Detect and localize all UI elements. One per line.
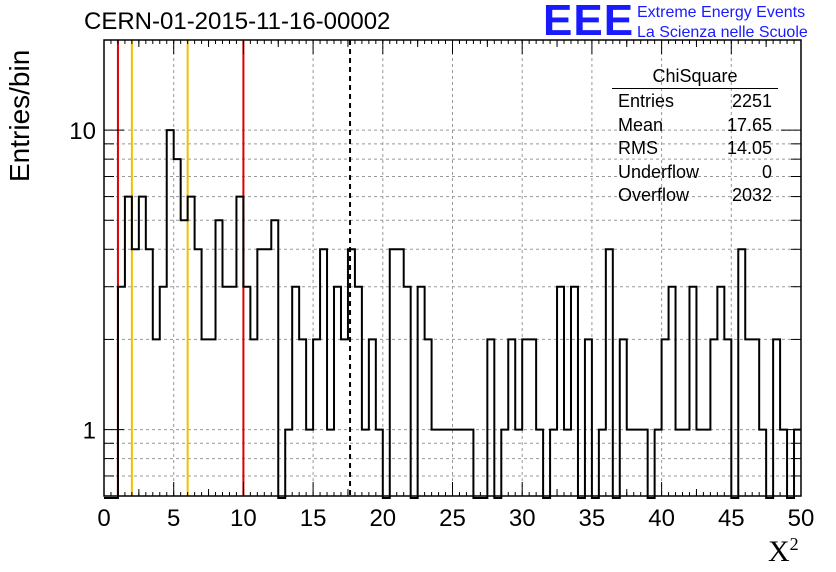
stats-label: Entries	[618, 91, 675, 111]
stats-value: 0	[761, 161, 772, 182]
x-tick-label: 30	[509, 505, 536, 532]
stats-label: Overflow	[618, 185, 690, 205]
x-tick-label: 25	[439, 505, 466, 532]
axis-tick-labels: 0 5 10 15 20 25 30 35 40 45 50 1 10	[69, 118, 814, 532]
x-tick-label: 50	[788, 505, 815, 532]
x-tick-label: 35	[579, 505, 606, 532]
x-tick-label: 45	[718, 505, 745, 532]
statistics-box: ChiSquare Entries 2251 Mean 17.65 RMS 14.05…	[612, 66, 778, 209]
stats-title: ChiSquare	[612, 66, 778, 89]
chart-title: CERN-01-2015-11-16-00002	[84, 8, 391, 35]
stats-row-mean: Mean 17.65	[612, 115, 778, 139]
x-axis-label: X2	[768, 534, 799, 569]
x-tick-label: 5	[167, 505, 180, 532]
stats-value: 2032	[731, 185, 772, 205]
stats-row-overflow: Overflow 2032	[612, 185, 778, 209]
y-tick-label: 10	[69, 118, 96, 145]
x-tick-label: 15	[300, 505, 327, 532]
stats-label: Underflow	[618, 161, 700, 182]
x-tick-label: 10	[230, 505, 257, 532]
stats-value: 17.65	[726, 114, 772, 135]
y-axis-label: Entries/bin	[4, 49, 35, 182]
x-tick-label: 0	[97, 505, 110, 532]
logo-subtitle-line2: La Scienza nelle Scuole	[637, 24, 808, 41]
stats-value: 2251	[731, 91, 772, 111]
stats-row-underflow: Underflow 0	[612, 162, 778, 186]
histogram-series	[104, 129, 801, 499]
x-tick-label: 40	[648, 505, 675, 532]
y-tick-label: 1	[83, 418, 96, 445]
eee-logo: EEE	[543, 0, 635, 45]
x-axis-label-base: X	[768, 535, 790, 568]
stats-label: RMS	[618, 138, 658, 158]
x-axis-label-superscript: 2	[789, 534, 799, 554]
logo-subtitle-line1: Extreme Energy Events	[637, 4, 806, 21]
stats-label: Mean	[618, 114, 664, 135]
stats-value: 14.05	[726, 138, 772, 158]
x-tick-label: 20	[369, 505, 396, 532]
stats-row-entries: Entries 2251	[612, 91, 778, 115]
axis-ticks	[103, 39, 802, 497]
stats-row-rms: RMS 14.05	[612, 138, 778, 162]
